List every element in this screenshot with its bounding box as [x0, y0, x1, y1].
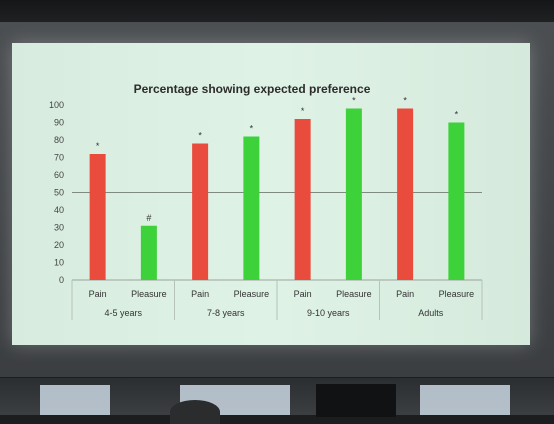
window	[40, 385, 110, 415]
x-category-label: Pain	[294, 289, 312, 299]
audience-head	[170, 400, 220, 424]
significance-marker: *	[250, 124, 254, 134]
bar-chart: Percentage showing expected preference 0…	[49, 82, 483, 320]
x-group-label: 7-8 years	[207, 308, 245, 318]
bar-pain	[397, 108, 414, 280]
bar-pleasure	[345, 108, 362, 280]
bar-layer	[89, 108, 465, 280]
y-tick-label: 80	[54, 135, 64, 145]
y-tick-label: 30	[54, 223, 64, 233]
y-tick-label: 100	[49, 100, 64, 110]
significance-marker: *	[455, 110, 459, 120]
room-floor	[0, 378, 554, 415]
y-tick-label: 0	[59, 275, 64, 285]
bar-pain	[192, 143, 209, 280]
significance-marker: *	[198, 131, 202, 141]
bar-pain	[89, 154, 106, 280]
x-group-label: Adults	[418, 308, 444, 318]
x-group-label: 4-5 years	[104, 308, 142, 318]
y-tick-label: 40	[54, 205, 64, 215]
x-category-label: Pleasure	[131, 289, 167, 299]
bar-pleasure	[448, 122, 465, 280]
y-tick-label: 90	[54, 118, 64, 128]
y-tick-label: 10	[54, 258, 64, 268]
x-category-label: Pain	[191, 289, 209, 299]
y-tick-label: 70	[54, 153, 64, 163]
label-layer: * Pain # Pleasure * Pain * Pleasure * Pain * Pleasu…	[89, 96, 475, 319]
x-category-label: Pleasure	[234, 289, 270, 299]
y-tick-label: 60	[54, 170, 64, 180]
x-category-label: Pain	[396, 289, 414, 299]
y-tick-label: 50	[54, 188, 64, 198]
axis-layer: 0 10 20 30 40 50 60 70 80 90 100	[49, 100, 483, 320]
significance-marker: #	[146, 213, 151, 223]
x-group-label: 9-10 years	[307, 308, 350, 318]
bar-pleasure	[243, 136, 260, 280]
bar-pain	[294, 119, 311, 280]
y-tick-label: 20	[54, 240, 64, 250]
bar-pleasure	[140, 225, 157, 280]
x-category-label: Pain	[89, 289, 107, 299]
chart-title: Percentage showing expected preference	[134, 82, 371, 96]
significance-marker: *	[301, 106, 305, 116]
slide: Percentage showing expected preference 0…	[12, 43, 530, 345]
significance-marker: *	[403, 96, 407, 106]
x-category-label: Pleasure	[439, 289, 475, 299]
significance-marker: *	[352, 96, 356, 106]
window	[420, 385, 510, 415]
significance-marker: *	[96, 141, 100, 151]
laptop	[316, 382, 396, 417]
x-category-label: Pleasure	[336, 289, 372, 299]
